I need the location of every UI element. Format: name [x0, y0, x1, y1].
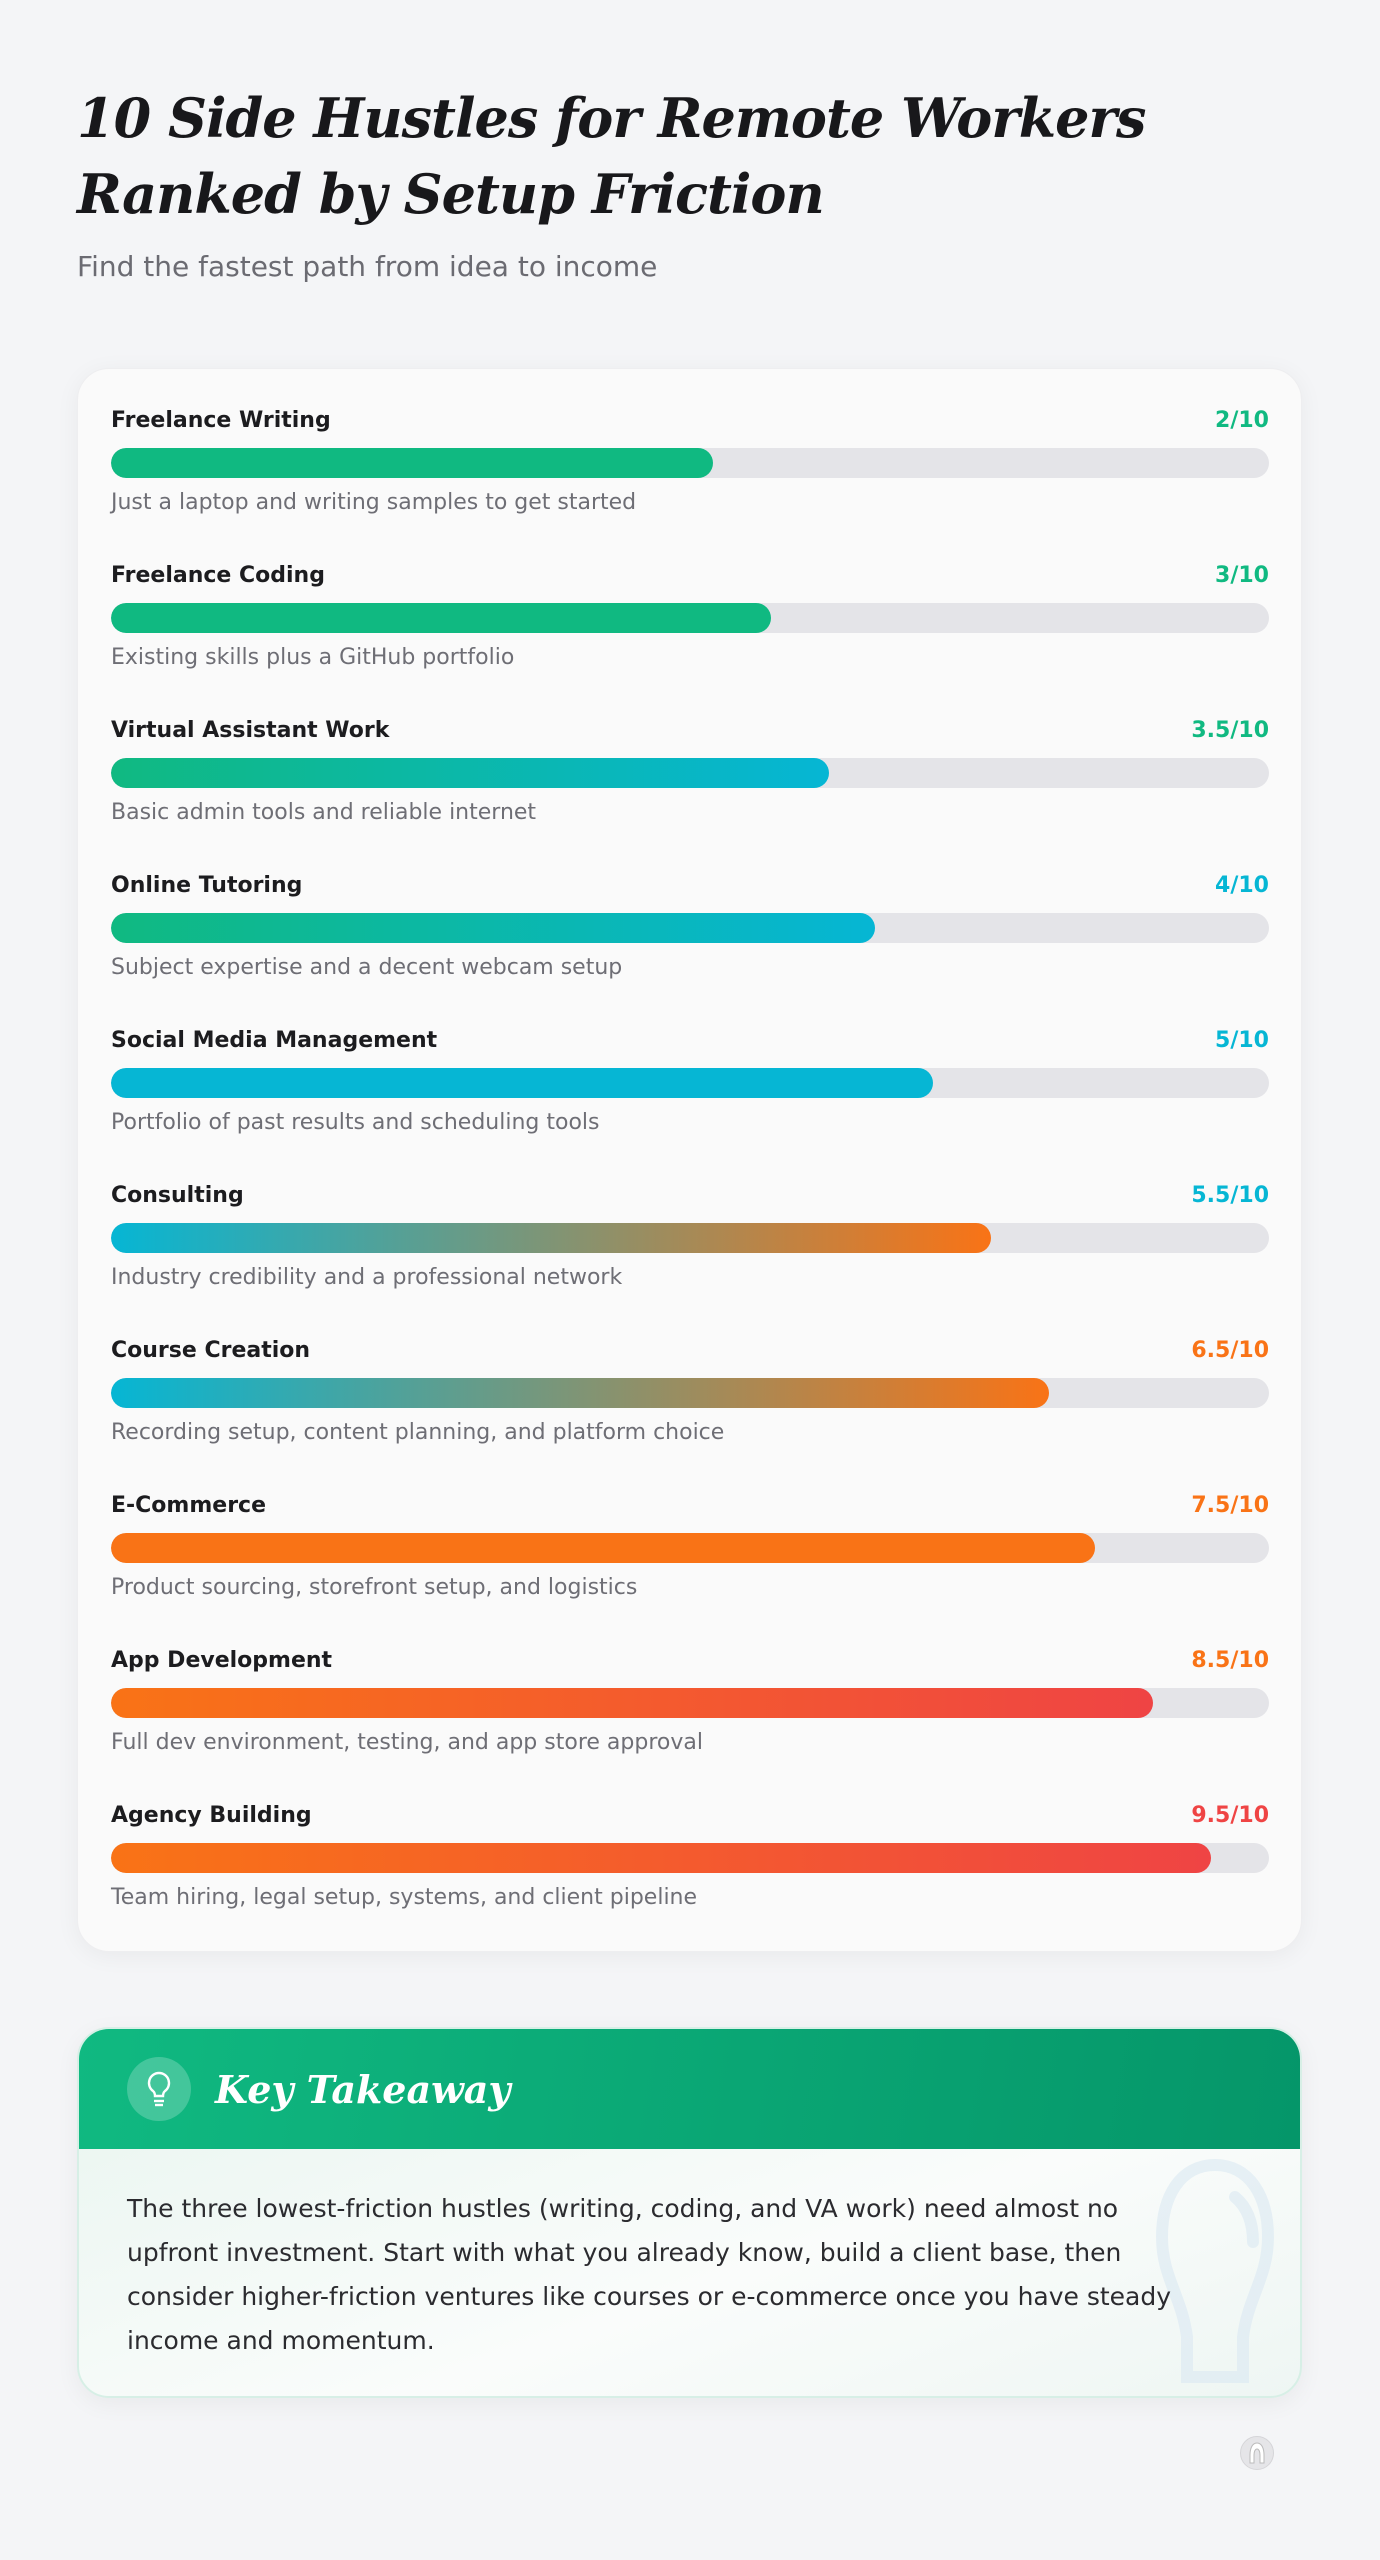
row-header: Course Creation 6.5/10 [111, 1332, 1269, 1368]
hustle-row: Course Creation 6.5/10 Recording setup, co… [111, 1332, 1269, 1472]
friction-score: 7.5/10 [1191, 1492, 1269, 1518]
hustle-description: Product sourcing, storefront setup, and … [111, 1575, 638, 1600]
lightbulb-icon [127, 2057, 191, 2121]
takeaway-title: Key Takeaway [215, 2066, 511, 2112]
hustle-label: Online Tutoring [111, 872, 303, 898]
hustle-description: Team hiring, legal setup, systems, and c… [111, 1885, 698, 1910]
page-subtitle: Find the fastest path from idea to incom… [77, 250, 658, 283]
row-header: Freelance Coding 3/10 [111, 557, 1269, 593]
hustle-row: Social Media Management 5/10 Portfolio of … [111, 1022, 1269, 1162]
friction-bar-fill [111, 1223, 992, 1253]
page-title: 10 Side Hustles for Remote Workers Ranke… [77, 86, 1146, 226]
row-header: E-Commerce 7.5/10 [111, 1487, 1269, 1523]
hustle-description: Recording setup, content planning, and p… [111, 1420, 725, 1445]
hustle-label: Freelance Writing [111, 407, 331, 433]
friction-bar-track [111, 1688, 1269, 1718]
row-header: Social Media Management 5/10 [111, 1022, 1269, 1058]
friction-bar-track [111, 1378, 1269, 1408]
row-header: Online Tutoring 4/10 [111, 867, 1269, 903]
hustle-row: Online Tutoring 4/10 Subject expertise and… [111, 867, 1269, 1007]
hustle-label: Course Creation [111, 1337, 311, 1363]
friction-score: 6.5/10 [1191, 1337, 1269, 1363]
takeaway-header: Key Takeaway [79, 2029, 1300, 2149]
lightbulb-watermark-icon [1155, 2158, 1275, 2383]
friction-bar-fill [111, 1378, 1049, 1408]
friction-bar-track [111, 758, 1269, 788]
hustle-label: App Development [111, 1647, 333, 1673]
row-header: App Development 8.5/10 [111, 1642, 1269, 1678]
hustle-label: Virtual Assistant Work [111, 717, 390, 743]
friction-bar-track [111, 603, 1269, 633]
hustle-label: Social Media Management [111, 1027, 438, 1053]
friction-bar-track [111, 1533, 1269, 1563]
friction-score: 2/10 [1215, 407, 1269, 433]
friction-score: 3/10 [1215, 562, 1269, 588]
hustle-label: Agency Building [111, 1802, 312, 1828]
key-takeaway-card: Key Takeaway The three lowest-friction h… [77, 2027, 1302, 2398]
ranking-card: Freelance Writing 2/10 Just a laptop and w… [77, 368, 1302, 1952]
hustle-description: Just a laptop and writing samples to get… [111, 490, 637, 515]
friction-score: 5/10 [1215, 1027, 1269, 1053]
hustle-row: E-Commerce 7.5/10 Product sourcing, storef… [111, 1487, 1269, 1627]
row-header: Agency Building 9.5/10 [111, 1797, 1269, 1833]
hustle-row: Agency Building 9.5/10 Team hiring, legal … [111, 1797, 1269, 1937]
hustle-description: Subject expertise and a decent webcam se… [111, 955, 623, 980]
friction-bar-fill [111, 603, 772, 633]
friction-bar-fill [111, 758, 829, 788]
friction-bar-track [111, 1068, 1269, 1098]
friction-score: 9.5/10 [1191, 1802, 1269, 1828]
friction-score: 5.5/10 [1191, 1182, 1269, 1208]
hustle-row: App Development 8.5/10 Full dev environmen… [111, 1642, 1269, 1782]
row-header: Virtual Assistant Work 3.5/10 [111, 712, 1269, 748]
friction-bar-fill [111, 448, 714, 478]
friction-bar-track [111, 1843, 1269, 1873]
hustle-description: Full dev environment, testing, and app s… [111, 1730, 703, 1755]
friction-score: 3.5/10 [1191, 717, 1269, 743]
hustle-row: Consulting 5.5/10 Industry credibility and… [111, 1177, 1269, 1317]
friction-score: 4/10 [1215, 872, 1269, 898]
hustle-description: Portfolio of past results and scheduling… [111, 1110, 600, 1135]
row-header: Freelance Writing 2/10 [111, 402, 1269, 438]
hustle-label: Consulting [111, 1182, 244, 1208]
hustle-row: Freelance Writing 2/10 Just a laptop and w… [111, 402, 1269, 542]
hustle-description: Industry credibility and a professional … [111, 1265, 623, 1290]
hustle-description: Basic admin tools and reliable internet [111, 800, 537, 825]
hustle-description: Existing skills plus a GitHub portfolio [111, 645, 515, 670]
hustle-label: E-Commerce [111, 1492, 266, 1518]
friction-score: 8.5/10 [1191, 1647, 1269, 1673]
friction-bar-fill [111, 913, 876, 943]
friction-bar-fill [111, 1533, 1096, 1563]
hustle-row: Virtual Assistant Work 3.5/10 Basic admin … [111, 712, 1269, 852]
friction-bar-fill [111, 1068, 934, 1098]
friction-bar-track [111, 913, 1269, 943]
hustle-row: Freelance Coding 3/10 Existing skills plus… [111, 557, 1269, 697]
friction-bar-fill [111, 1688, 1154, 1718]
takeaway-body: The three lowest-friction hustles (writi… [127, 2194, 1172, 2355]
friction-bar-track [111, 448, 1269, 478]
friction-bar-fill [111, 1843, 1212, 1873]
row-header: Consulting 5.5/10 [111, 1177, 1269, 1213]
brand-logo-icon [1240, 2436, 1274, 2470]
hustle-label: Freelance Coding [111, 562, 325, 588]
friction-bar-track [111, 1223, 1269, 1253]
